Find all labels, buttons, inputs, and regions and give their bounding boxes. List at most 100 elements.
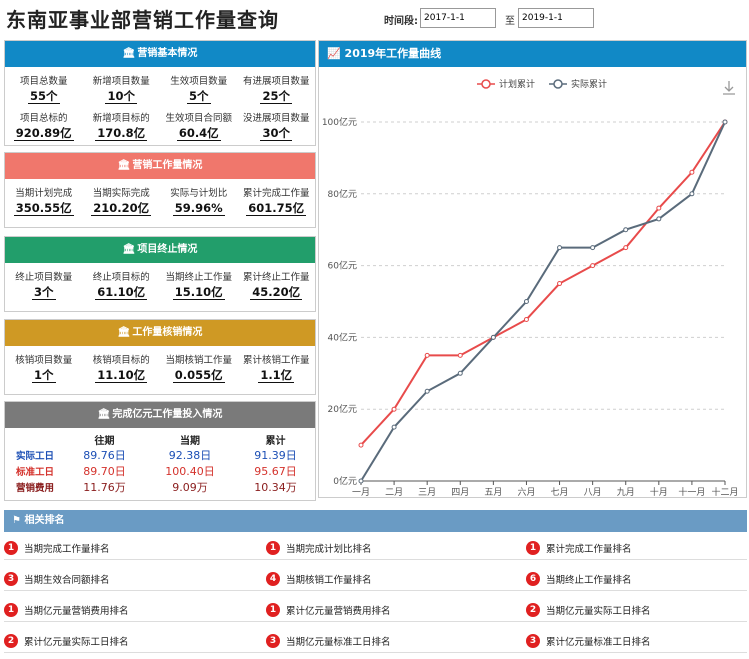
stat-value[interactable]: 5个 (186, 89, 211, 104)
rank-badge: 1 (266, 603, 280, 617)
data-point (623, 245, 629, 251)
investment-value: 9.09万 (172, 481, 208, 494)
investment-row: 标准工日 89.70日 100.40日 95.67日 (5, 463, 315, 479)
stat-value[interactable]: 59.96% (172, 201, 225, 216)
stat-value[interactable]: 30个 (260, 126, 292, 141)
series-line (360, 121, 726, 482)
ranking-item[interactable]: 2 当期亿元量实际工日排名 (526, 603, 651, 617)
x-tick-label: 八月 (584, 487, 602, 497)
writeoff-grid: 核销项目数量 1个 核销项目标的 11.10亿 当期核销工作量 0.055亿 累计核销工作量… (5, 346, 315, 383)
stat-cell: 生效项目合同额 60.4亿 (160, 104, 238, 141)
stat-label: 有进展项目数量 (242, 76, 310, 87)
ranking-item[interactable]: 6 当期终止工作量排名 (526, 572, 632, 586)
investment-row-label: 标准工日 (15, 467, 54, 478)
x-tick-label: 十二月 (711, 486, 738, 497)
ranking-row: 2 累计亿元量实际工日排名 3 当期亿元量标准工日排名 3 累计亿元量标准工日排名 (4, 629, 747, 653)
stat-label: 实际与计划比 (170, 188, 228, 199)
investment-table: 往期 当期 累计 实际工日 89.76日 92.38日 91.39日标准工日 89.70… (5, 432, 315, 495)
rank-label: 当期亿元量标准工日排名 (286, 637, 391, 648)
stat-value[interactable]: 3个 (31, 285, 56, 300)
flag-icon: ⚑ (12, 515, 21, 526)
stat-value[interactable]: 25个 (260, 89, 292, 104)
start-date-input[interactable] (420, 8, 496, 28)
page-header: 东南亚事业部营销工作量查询 时间段: 至 (0, 0, 749, 36)
stat-value[interactable]: 55个 (27, 89, 60, 104)
stat-value[interactable]: 920.89亿 (13, 126, 74, 141)
data-point (457, 370, 463, 376)
stat-cell: 核销项目数量 1个 (5, 346, 83, 383)
stat-value[interactable]: 45.20亿 (250, 285, 303, 300)
investment-value: 89.70日 (83, 465, 126, 478)
column-header: 当期 (179, 436, 200, 447)
y-tick-label: 80亿元 (328, 188, 357, 200)
ranking-item[interactable]: 1 当期完成工作量排名 (4, 541, 110, 555)
stat-label: 累计核销工作量 (242, 355, 310, 366)
rank-badge: 1 (266, 541, 280, 555)
investment-value: 10.34万 (254, 481, 297, 494)
data-point (523, 316, 529, 322)
stat-cell: 累计核销工作量 1.1亿 (238, 346, 316, 383)
legend-swatch-marker (553, 79, 563, 89)
stat-cell: 新增项目数量 10个 (83, 67, 161, 104)
ranking-item[interactable]: 3 当期生效合同额排名 (4, 572, 110, 586)
stat-value[interactable]: 350.55亿 (13, 201, 74, 216)
stat-value[interactable]: 10个 (105, 89, 137, 104)
ranking-item[interactable]: 1 当期亿元量营销费用排名 (4, 603, 129, 617)
data-point (391, 424, 397, 430)
chart-panel: 📈 2019年工作量曲线 0亿元 20亿元 40亿元 60亿元 80亿元 100亿元 一月 二… (318, 40, 747, 498)
data-point (457, 352, 463, 358)
chart-line-icon: 📈 (327, 47, 341, 60)
ranking-item[interactable]: 1 累计亿元量营销费用排名 (266, 603, 391, 617)
ranking-item[interactable]: 4 当期核销工作量排名 (266, 572, 372, 586)
x-tick-label: 四月 (451, 487, 469, 497)
ranking-item[interactable]: 3 当期亿元量标准工日排名 (266, 634, 391, 648)
stat-label: 核销项目标的 (92, 355, 150, 366)
data-point (490, 334, 496, 340)
chart-panel-header: 📈 2019年工作量曲线 (319, 41, 746, 67)
stat-value[interactable]: 210.20亿 (91, 201, 152, 216)
investment-value: 100.40日 (165, 465, 215, 478)
ranking-item[interactable]: 1 累计完成工作量排名 (526, 541, 632, 555)
x-tick-label: 二月 (385, 487, 403, 497)
stat-label: 当期实际完成 (92, 188, 150, 199)
stat-value[interactable]: 1.1亿 (258, 368, 295, 383)
end-date-input[interactable] (518, 8, 594, 28)
data-point (590, 245, 596, 251)
data-point (689, 191, 695, 197)
page-title: 东南亚事业部营销工作量查询 (6, 8, 279, 32)
bank-icon: 🏛 (117, 327, 131, 338)
rank-badge: 3 (266, 634, 280, 648)
stat-cell: 项目总标的 920.89亿 (5, 104, 83, 141)
rank-label: 当期核销工作量排名 (286, 575, 372, 586)
stat-value[interactable]: 1个 (31, 368, 56, 383)
rank-badge: 6 (526, 572, 540, 586)
column-header: 往期 (94, 436, 115, 447)
stat-value[interactable]: 0.055亿 (172, 368, 225, 383)
investment-row-label: 实际工日 (15, 451, 54, 462)
stat-cell: 新增项目标的 170.8亿 (83, 104, 161, 141)
stat-value[interactable]: 601.75亿 (246, 201, 307, 216)
investment-value: 91.39日 (254, 449, 297, 462)
stat-value[interactable]: 60.4亿 (176, 126, 221, 141)
data-point (623, 227, 629, 233)
download-icon[interactable] (723, 81, 735, 95)
investment-value: 11.76万 (83, 481, 126, 494)
stat-label: 项目总标的 (19, 113, 68, 124)
investment-row: 实际工日 89.76日 92.38日 91.39日 (5, 447, 315, 463)
stat-label: 生效项目合同额 (165, 113, 232, 124)
stat-value[interactable]: 11.10亿 (95, 368, 148, 383)
ranking-item[interactable]: 2 累计亿元量实际工日排名 (4, 634, 129, 648)
data-point (557, 281, 563, 287)
ranking-item[interactable]: 1 当期完成计划比排名 (266, 541, 372, 555)
rank-label: 当期终止工作量排名 (546, 575, 632, 586)
stat-value[interactable]: 170.8亿 (95, 126, 148, 141)
stat-value[interactable]: 15.10亿 (172, 285, 225, 300)
y-tick-label: 40亿元 (328, 331, 357, 343)
ranking-item[interactable]: 3 累计亿元量标准工日排名 (526, 634, 651, 648)
basic-panel-title: 营销基本情况 (137, 48, 198, 59)
stat-label: 新增项目数量 (92, 76, 150, 87)
stat-value[interactable]: 61.10亿 (95, 285, 148, 300)
column-header: 累计 (265, 436, 286, 447)
data-point (358, 442, 364, 448)
termination-panel-header: 🏛 项目终止情况 (5, 237, 315, 263)
